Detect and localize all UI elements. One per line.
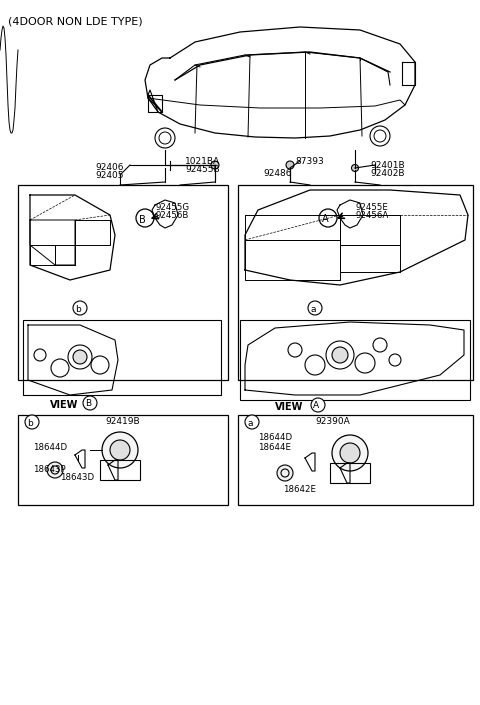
Text: 18644D: 18644D <box>33 443 67 453</box>
Text: 18644E: 18644E <box>258 443 291 453</box>
Text: 92456A: 92456A <box>355 212 388 221</box>
Circle shape <box>311 398 325 412</box>
Circle shape <box>308 301 322 315</box>
Circle shape <box>319 209 337 227</box>
Circle shape <box>211 161 219 169</box>
Circle shape <box>332 435 368 471</box>
Text: B: B <box>85 400 91 408</box>
Text: 92486: 92486 <box>263 168 291 178</box>
Text: 92455G: 92455G <box>155 204 189 212</box>
Circle shape <box>288 343 302 357</box>
Circle shape <box>326 341 354 369</box>
Text: 18643P: 18643P <box>33 465 66 474</box>
Circle shape <box>47 462 63 478</box>
Text: b: b <box>27 419 33 427</box>
Text: 92456B: 92456B <box>155 212 188 221</box>
Text: 92455B: 92455B <box>185 164 220 173</box>
Circle shape <box>277 465 293 481</box>
Text: VIEW: VIEW <box>275 402 303 412</box>
Circle shape <box>68 345 92 369</box>
Circle shape <box>25 415 39 429</box>
Text: 87393: 87393 <box>295 157 324 166</box>
Text: 1021BA: 1021BA <box>185 157 220 166</box>
Circle shape <box>373 338 387 352</box>
Text: 92401B: 92401B <box>370 161 405 169</box>
Text: b: b <box>75 305 81 314</box>
Circle shape <box>340 443 360 463</box>
Circle shape <box>51 359 69 377</box>
Circle shape <box>102 432 138 468</box>
Text: a: a <box>310 305 316 314</box>
Text: A: A <box>322 214 328 224</box>
Text: 92455E: 92455E <box>355 204 388 212</box>
Text: A: A <box>313 402 319 410</box>
Text: 92419B: 92419B <box>105 417 140 427</box>
Circle shape <box>34 349 46 361</box>
Text: 92406: 92406 <box>95 164 123 173</box>
Circle shape <box>389 354 401 366</box>
Text: 18642E: 18642E <box>284 486 316 494</box>
Text: a: a <box>247 419 253 427</box>
Circle shape <box>73 350 87 364</box>
Circle shape <box>305 355 325 375</box>
Text: 18644D: 18644D <box>258 434 292 443</box>
Circle shape <box>73 301 87 315</box>
Text: (4DOOR NON LDE TYPE): (4DOOR NON LDE TYPE) <box>8 16 143 26</box>
Text: 18643D: 18643D <box>60 474 94 482</box>
Circle shape <box>110 440 130 460</box>
Circle shape <box>245 415 259 429</box>
Circle shape <box>286 161 294 169</box>
Text: 92402B: 92402B <box>370 168 405 178</box>
Circle shape <box>136 209 154 227</box>
Text: VIEW: VIEW <box>50 400 78 410</box>
Text: B: B <box>139 215 145 225</box>
Text: 92390A: 92390A <box>315 417 350 427</box>
Circle shape <box>83 396 97 410</box>
Circle shape <box>91 356 109 374</box>
Text: 92405: 92405 <box>95 171 123 180</box>
Circle shape <box>355 353 375 373</box>
Circle shape <box>332 347 348 363</box>
Circle shape <box>351 164 359 171</box>
